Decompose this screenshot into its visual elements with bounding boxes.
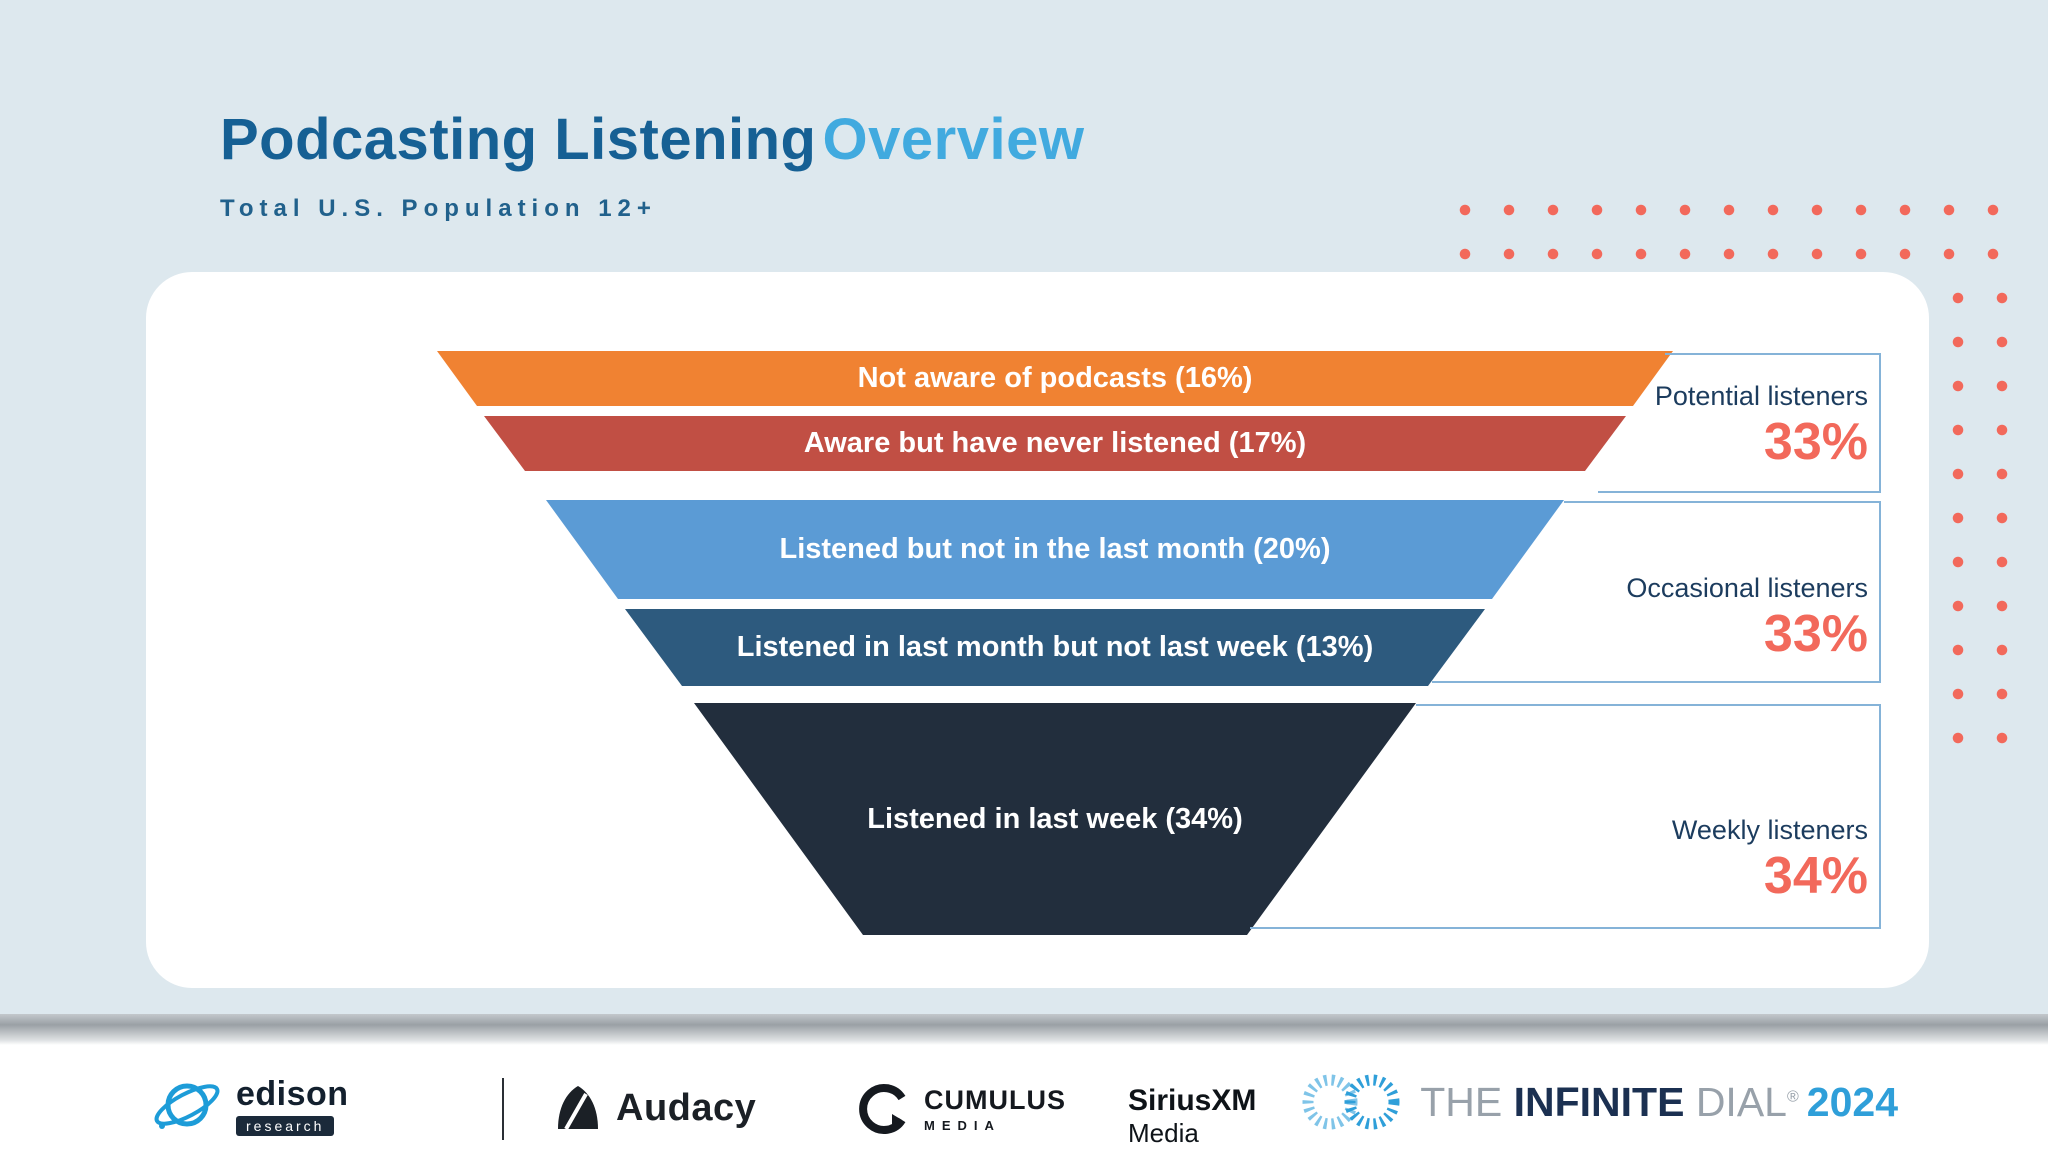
infinite-dial-registered-mark: ® [1786,1087,1799,1105]
dot-pattern-top [1443,188,2015,276]
cumulus-icon [859,1084,906,1134]
annotation-weekly-listeners: Weekly listeners 34% [1408,812,1868,904]
page-subtitle: Total U.S. Population 12+ [220,195,657,222]
page-title: Podcasting Listening Overview [220,106,1084,173]
cumulus-media-logo: CUMULUS MEDIA [858,1082,1066,1136]
gradient-divider [0,1014,2048,1045]
edison-research-logo: edison research [150,1068,349,1142]
funnel-segment-not-aware: Not aware of podcasts (16%) [437,351,1673,406]
annotation-potential-listeners: Potential listeners 33% [1408,378,1868,470]
cumulus-line1: CUMULUS [924,1085,1066,1115]
header: Podcasting Listening Overview Total U.S. … [220,106,1084,223]
siriusxm-line1: SiriusXM [1128,1084,1257,1117]
edison-line2: research [236,1115,335,1136]
annotation-value: 33% [1763,605,1868,663]
annotation-label: Potential listeners [1654,381,1868,411]
cumulus-wordmark: CUMULUS MEDIA [924,1085,1066,1133]
infinite-dial-infinite: INFINITE [1513,1078,1685,1125]
infinite-dial-the: THE [1420,1078,1503,1125]
annotation-label: Occasional listeners [1626,573,1868,603]
siriusxm-line2: Media [1128,1118,1199,1148]
footer-logo-divider [502,1078,504,1140]
cumulus-line2: MEDIA [924,1118,1001,1133]
funnel-segment-not-last-month: Listened but not in the last month (20%) [546,500,1564,599]
infinite-dial-dial: DIAL [1695,1078,1787,1125]
audacy-icon [558,1086,598,1130]
funnel-segment-aware-never-listened: Aware but have never listened (17%) [484,416,1626,471]
edison-orbit-icon [154,1083,220,1129]
title-accent: Overview [822,107,1085,172]
infinite-dial-wordmark: THE INFINITE DIAL® 2024 [1420,1079,1898,1126]
annotation-label: Weekly listeners [1671,815,1868,845]
annotation-value: 34% [1763,847,1868,905]
siriusxm-media-logo: SiriusXM Media [1128,1084,1256,1149]
title-main: Podcasting Listening [220,107,817,172]
edison-wordmark: edison research [236,1075,349,1136]
footer [0,1045,2048,1152]
funnel-chart: Not aware of podcasts (16%) Aware but ha… [437,351,1673,935]
audacy-wordmark: Audacy [616,1086,757,1129]
annotation-value: 33% [1763,413,1868,471]
dot-pattern-right [1936,276,2024,760]
infinite-dial-logo: THE INFINITE DIAL® 2024 [1300,1072,1898,1132]
funnel-segment-last-month-not-week: Listened in last month but not last week… [625,609,1485,686]
audacy-logo: Audacy [552,1082,756,1134]
edison-line1: edison [236,1074,349,1113]
infinite-dial-year: 2024 [1806,1078,1898,1125]
annotation-occasional-listeners: Occasional listeners 33% [1408,570,1868,662]
infinite-dial-icon [1302,1074,1400,1130]
